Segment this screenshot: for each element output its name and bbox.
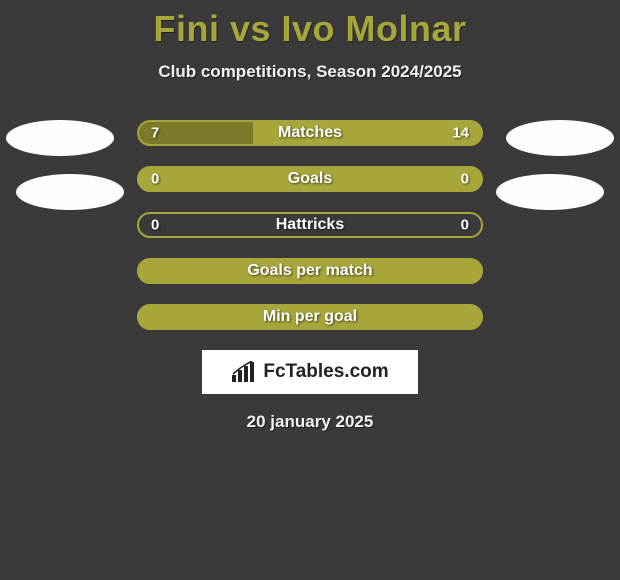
player-right-avatar-2 [496,174,604,210]
player-left-avatar-1 [6,120,114,156]
player-left-avatar-2 [16,174,124,210]
stat-label: Goals per match [139,262,481,280]
page-title: Fini vs Ivo Molnar [0,0,620,50]
stat-bar: Min per goal [137,304,483,330]
subtitle: Club competitions, Season 2024/2025 [0,62,620,82]
stat-label: Min per goal [139,308,481,326]
stat-bar: 00Hattricks [137,212,483,238]
stat-label: Goals [139,170,481,188]
bar-chart-icon [231,361,257,383]
footer-date: 20 january 2025 [0,412,620,432]
stat-bar: 00Goals [137,166,483,192]
stat-label: Matches [139,124,481,142]
stat-bars: 714Matches 00Goals 00Hattricks Goals per ma… [137,120,483,330]
stat-bar: 714Matches [137,120,483,146]
comparison-chart: 714Matches 00Goals 00Hattricks Goals per ma… [0,120,620,330]
stat-label: Hattricks [139,216,481,234]
stat-bar: Goals per match [137,258,483,284]
player-right-avatar-1 [506,120,614,156]
brand-badge: FcTables.com [202,350,418,394]
brand-text: FcTables.com [263,361,388,383]
